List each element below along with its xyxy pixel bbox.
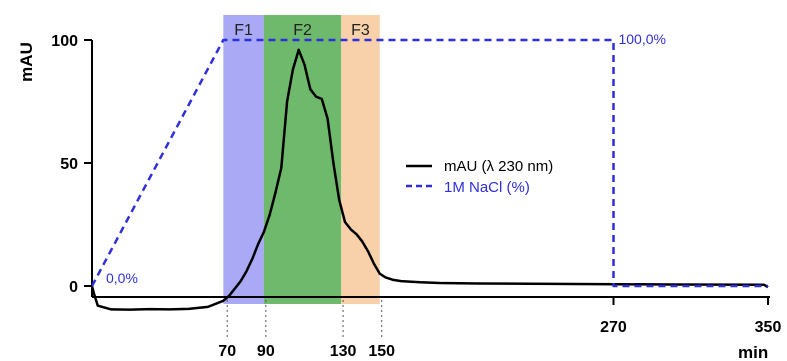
labels: F1 F2 F3 0,0% 100,0%: [106, 22, 666, 286]
ticks: 0 50 100 70 90 130 150 270 350: [51, 33, 781, 360]
nacl-end-annotation: 100,0%: [618, 31, 665, 47]
x-axis-title: min: [738, 343, 768, 361]
band-f3: [341, 15, 380, 304]
nacl-start-annotation: 0,0%: [106, 270, 138, 286]
y-tick-label-0: 0: [69, 279, 78, 296]
legend-label-mau: mAU (λ 230 nm): [444, 158, 553, 175]
y-tick-label-50: 50: [60, 156, 78, 173]
band-label-f1: F1: [234, 22, 253, 39]
series-line-mau: [90, 48, 769, 311]
x-tick-label-150: 150: [368, 343, 395, 360]
x-tick-label-90: 90: [257, 343, 275, 360]
y-tick-label-100: 100: [51, 33, 78, 50]
x-tick-label-350: 350: [755, 319, 782, 336]
band-label-f3: F3: [351, 22, 370, 39]
x-tick-label-130: 130: [330, 343, 357, 360]
band-f2: [263, 15, 342, 304]
band-f1: [223, 15, 264, 304]
fraction-bands: [223, 15, 380, 304]
series-line-nacl: [90, 38, 768, 288]
axes: [91, 40, 770, 298]
series: [90, 38, 769, 311]
y-axis-title: mAU: [17, 42, 36, 82]
x-tick-label-70: 70: [218, 343, 236, 360]
x-tick-label-270: 270: [600, 319, 627, 336]
legend-label-nacl: 1M NaCl (%): [444, 179, 530, 196]
legend: mAU (λ 230 nm) 1M NaCl (%): [406, 158, 553, 196]
fraction-guide-lines: [226, 300, 383, 338]
band-label-f2: F2: [293, 22, 312, 39]
